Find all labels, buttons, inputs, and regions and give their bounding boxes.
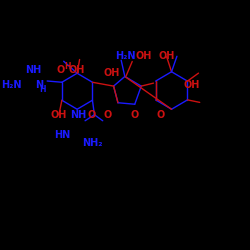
Text: OH: OH bbox=[50, 110, 66, 120]
Text: O: O bbox=[130, 110, 138, 120]
Text: O: O bbox=[87, 110, 95, 120]
Text: H: H bbox=[40, 86, 46, 94]
Text: OH: OH bbox=[69, 65, 85, 75]
Text: HN: HN bbox=[54, 130, 70, 140]
Text: H₂N: H₂N bbox=[2, 80, 22, 90]
Text: NH: NH bbox=[70, 110, 86, 120]
Text: H: H bbox=[64, 62, 70, 71]
Text: O: O bbox=[104, 110, 112, 120]
Text: NH₂: NH₂ bbox=[82, 138, 103, 147]
Text: OH: OH bbox=[184, 80, 200, 90]
Text: OH: OH bbox=[135, 51, 152, 61]
Text: OH: OH bbox=[103, 68, 120, 78]
Text: O: O bbox=[156, 110, 165, 120]
Text: NH: NH bbox=[25, 65, 41, 75]
Text: H₂N: H₂N bbox=[115, 51, 135, 61]
Text: O: O bbox=[56, 65, 65, 75]
Text: N: N bbox=[35, 80, 43, 90]
Text: OH: OH bbox=[158, 51, 175, 61]
